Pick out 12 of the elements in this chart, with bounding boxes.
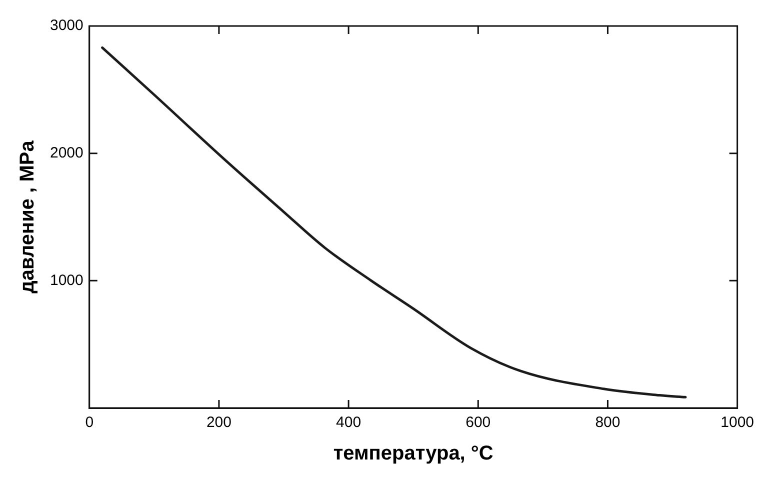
y-tick-label: 1000 xyxy=(50,272,84,289)
y-axis-title: давление , MPa xyxy=(16,140,39,294)
x-tick-label: 1000 xyxy=(720,414,754,432)
x-axis-title: температура, °C xyxy=(333,442,494,465)
line-series xyxy=(101,46,687,398)
x-tick-label: 400 xyxy=(336,414,362,432)
x-tick-label: 800 xyxy=(595,414,620,432)
y-tick-label: 3000 xyxy=(50,17,84,34)
x-tick-label: 600 xyxy=(466,414,491,432)
y-tick-label: 2000 xyxy=(50,144,84,162)
x-tick-label: 200 xyxy=(206,414,232,432)
x-tick-label: 0 xyxy=(85,414,94,432)
